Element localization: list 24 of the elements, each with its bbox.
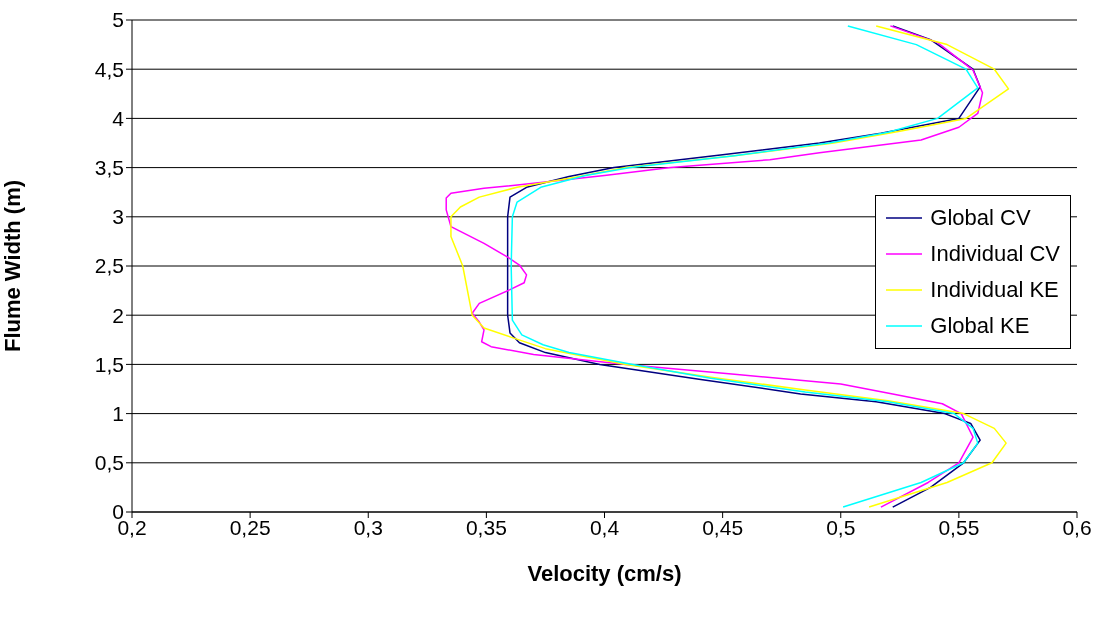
y-tick-label: 5 xyxy=(112,8,124,32)
y-tick-label: 2,5 xyxy=(94,254,124,278)
y-tick-label: 4 xyxy=(112,106,125,130)
y-tick-label: 3 xyxy=(112,205,124,229)
x-tick-label: 0,45 xyxy=(702,515,744,539)
legend-label: Global CV xyxy=(930,205,1031,231)
y-tick-label: 4,5 xyxy=(94,57,124,81)
y-tick-label: 0,5 xyxy=(94,451,124,475)
y-tick-label: 1 xyxy=(112,402,124,426)
y-tick-label: 2 xyxy=(112,303,124,327)
x-tick-label: 0,6 xyxy=(1062,515,1092,539)
x-tick-label: 0,55 xyxy=(938,515,980,539)
y-tick-label: 3,5 xyxy=(94,156,124,180)
x-tick-label: 0,3 xyxy=(353,515,383,539)
x-tick-label: 0,35 xyxy=(465,515,507,539)
legend-label: Global KE xyxy=(930,313,1030,339)
y-axis-title: Flume Width (m) xyxy=(0,179,25,353)
x-axis-title: Velocity (cm/s) xyxy=(527,561,682,586)
legend-label: Individual KE xyxy=(930,277,1059,303)
x-tick-label: 0,25 xyxy=(229,515,271,539)
x-tick-label: 0,4 xyxy=(589,515,620,539)
y-tick-label: 1,5 xyxy=(94,352,124,376)
legend-label: Individual CV xyxy=(930,241,1060,267)
x-tick-label: 0,5 xyxy=(826,515,856,539)
